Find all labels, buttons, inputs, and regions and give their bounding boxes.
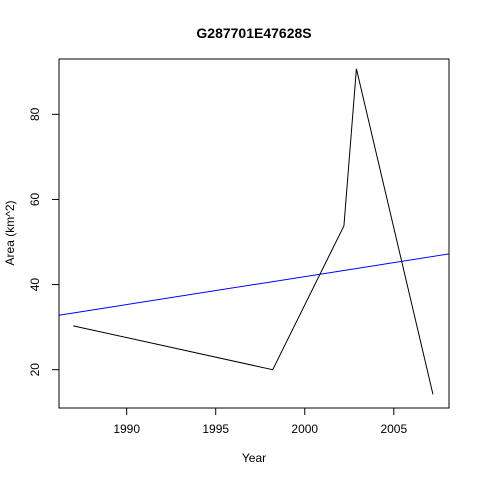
area-series-line: [73, 68, 434, 395]
y-tick-label: 40: [28, 278, 42, 292]
y-tick-label: 60: [28, 192, 42, 206]
y-axis: 20 40 60 80: [28, 107, 59, 376]
series-layer: [58, 68, 450, 395]
plot-frame: [58, 58, 450, 409]
x-tick-label: 2000: [291, 422, 318, 436]
y-axis-label: Area (km^2): [3, 201, 17, 266]
x-tick-label: 2005: [380, 422, 407, 436]
x-axis: 1990 1995 2000 2005: [113, 408, 407, 436]
x-axis-label: Year: [242, 451, 266, 465]
y-tick-label: 80: [28, 107, 42, 121]
x-tick-label: 1995: [202, 422, 229, 436]
y-tick-label: 20: [28, 363, 42, 377]
x-tick-label: 1990: [113, 422, 140, 436]
chart-title: G287701E47628S: [196, 25, 311, 41]
trend-line: [58, 253, 450, 316]
